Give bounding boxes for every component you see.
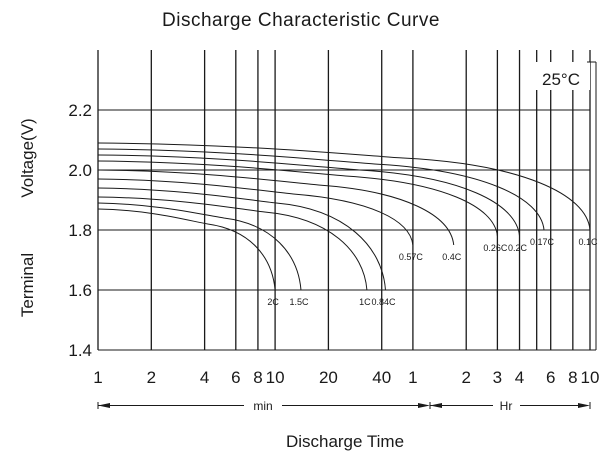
x-tick-label: 2 [461,368,470,387]
y-tick-labels: 1.4 1.6 1.8 2.0 2.2 [68,101,92,360]
x-tick-label: 10 [266,368,285,387]
curve-label: 1C [359,297,371,307]
min-range-indicator [97,402,430,409]
curve-label: 0.17C [530,237,555,247]
chart-title: Discharge Characteristic Curve [162,10,440,31]
y-tick-label: 1.6 [68,281,92,300]
series-line [97,202,302,291]
vertical-gridlines [97,50,591,350]
y-tick-label: 2.2 [68,101,92,120]
x-tick-label: 6 [546,368,555,387]
series-line [97,160,498,237]
y-axis-label-voltage: Voltage(V) [18,118,37,197]
x-tick-label: 20 [319,368,338,387]
y-tick-label: 2.0 [68,161,92,180]
y-tick-label: 1.8 [68,221,92,240]
series-line [97,169,455,246]
series-line [97,208,276,291]
x-axis-label: Discharge Time [286,432,404,451]
curve-label: 0.57C [399,252,424,262]
y-axis-label-terminal: Terminal [18,253,37,317]
temperature-box [521,62,590,90]
curve-label: 0.1C [578,237,598,247]
curve-label: 2C [267,297,279,307]
curve-label: 0.26C [483,243,508,253]
x-tick-label: 1 [93,368,102,387]
x-tick-label: 8 [253,368,262,387]
series-line [97,142,591,231]
x-tick-label: 8 [568,368,577,387]
x-tick-label: 4 [200,368,209,387]
x-tick-label: 4 [515,368,524,387]
x-tick-label: 1 [408,368,417,387]
x-unit-minutes: min [253,399,272,413]
series-line [97,148,545,231]
curve-labels: 2C 1.5C 1C 0.84C 0.57C 0.4C 0.26C 0.2C0.17C 0.1C [267,237,598,307]
curve-label: 1.5C [289,297,309,307]
x-tick-labels: 1 2 4 6 8 10 20 40 1 2 3 4 6 8 10 [93,368,599,387]
series-line [97,178,414,246]
series-line [97,187,386,291]
curve-label: 0.4C [442,252,462,262]
horizontal-gridlines [98,109,590,351]
x-tick-label: 10 [581,368,600,387]
curve-label: 0.84C [371,297,396,307]
x-tick-label: 40 [372,368,391,387]
x-tick-label: 3 [493,368,502,387]
series-line [97,154,521,237]
y-tick-label: 1.4 [68,341,92,360]
temperature-label: 25°C [542,70,580,89]
x-tick-label: 6 [231,368,240,387]
curve-label: 0.2C [508,243,528,253]
series-line [97,196,368,291]
x-tick-label: 2 [147,368,156,387]
discharge-curves [97,142,591,291]
hr-range-indicator [429,402,591,409]
x-unit-hours: Hr [500,399,513,413]
